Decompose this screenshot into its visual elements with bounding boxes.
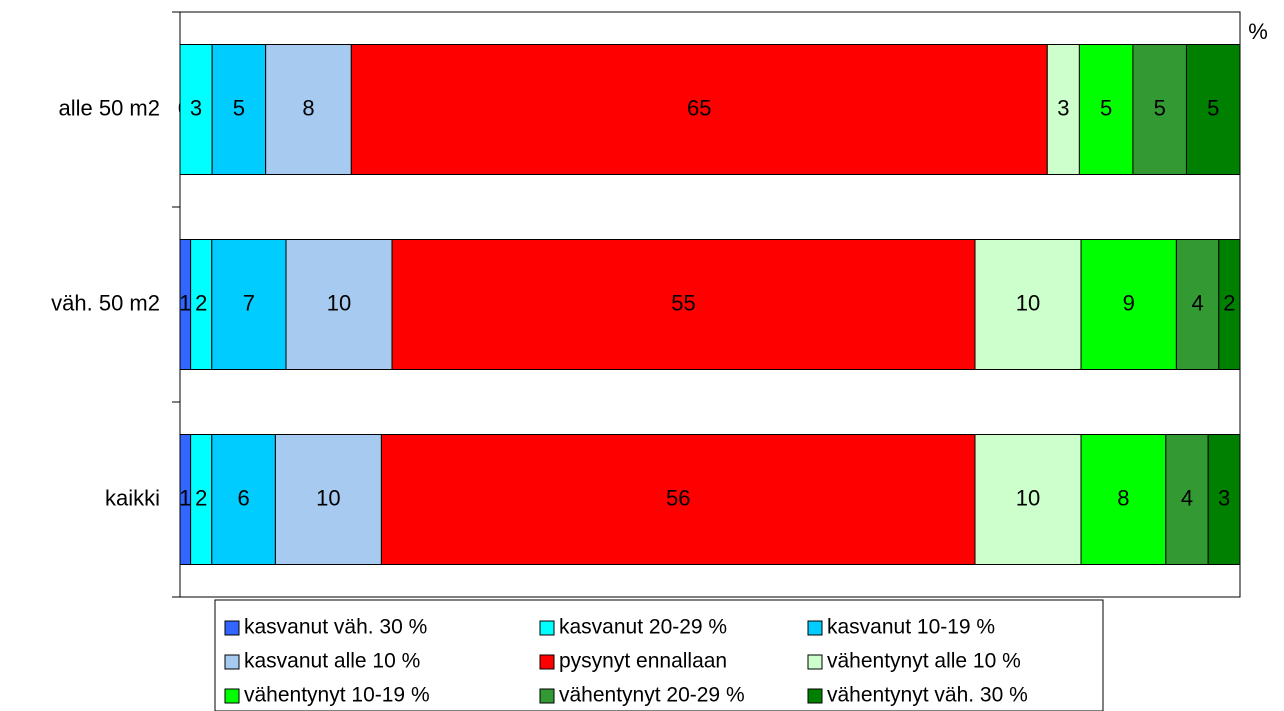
bar-segment (974, 434, 1082, 565)
value-label: 3 (1057, 95, 1069, 120)
bar-segment (265, 44, 352, 175)
value-label: 55 (671, 290, 695, 315)
value-label: 10 (316, 485, 340, 510)
legend-swatch (224, 620, 240, 636)
category-label: alle 50 m2 (58, 95, 160, 120)
legend-swatch (539, 654, 555, 670)
value-label: 9 (1123, 290, 1135, 315)
bar-segment (1185, 44, 1241, 175)
bar-segment (179, 44, 213, 175)
value-label: 1 (179, 485, 191, 510)
value-label: 1 (179, 290, 191, 315)
legend-label: kasvanut alle 10 % (244, 650, 420, 673)
value-label: 7 (243, 290, 255, 315)
legend-swatch (807, 654, 823, 670)
value-label: 8 (1117, 485, 1129, 510)
value-label: 56 (666, 485, 690, 510)
legend-label: vähentynyt alle 10 % (827, 650, 1021, 673)
value-label: 6 (237, 485, 249, 510)
legend-items: kasvanut väh. 30 % kasvanut 20-29 % kasvan… (224, 616, 1028, 707)
bar-segment (1218, 239, 1241, 370)
value-label: 4 (1181, 485, 1193, 510)
value-label: 4 (1191, 290, 1203, 315)
bar-segment (211, 239, 287, 370)
legend-swatch (539, 688, 555, 704)
legend-label: vähentynyt väh. 30 % (827, 684, 1028, 707)
bar-segment (1080, 239, 1177, 370)
legend-label: kasvanut väh. 30 % (244, 616, 427, 639)
bar-segment (350, 44, 1048, 175)
legend-swatch (224, 654, 240, 670)
legend-label: vähentynyt 20-29 % (559, 684, 745, 707)
value-label: 5 (1154, 95, 1166, 120)
value-label: 3 (1218, 485, 1230, 510)
bar-segment (1080, 434, 1167, 565)
category-label: kaikki (105, 485, 160, 510)
legend-swatch (807, 620, 823, 636)
bar-segment (1132, 44, 1187, 175)
value-label: 3 (190, 95, 202, 120)
legend-swatch (224, 688, 240, 704)
legend-swatch (807, 688, 823, 704)
legend-label: kasvanut 10-19 % (827, 616, 995, 639)
legend-label: vähentynyt 10-19 % (244, 684, 430, 707)
value-label: 65 (687, 95, 711, 120)
bar-segment (1175, 239, 1220, 370)
value-label: 10 (1016, 485, 1040, 510)
value-label: 2 (1223, 290, 1235, 315)
legend (214, 599, 1104, 711)
value-label: 5 (1100, 95, 1112, 120)
value-label: 2 (195, 485, 207, 510)
value-label: 8 (302, 95, 314, 120)
legend-swatch (539, 620, 555, 636)
bar-segment (274, 434, 382, 565)
bar-segment (1078, 44, 1134, 175)
bar-segment (211, 434, 276, 565)
legend-label: pysynyt ennallaan (559, 650, 727, 673)
bar-segment (380, 434, 976, 565)
value-label: 10 (1016, 290, 1040, 315)
value-label: 5 (233, 95, 245, 120)
value-label: 5 (1207, 95, 1219, 120)
bar-segment (1207, 434, 1241, 565)
bar-segment (391, 239, 976, 370)
bar-segment (285, 239, 393, 370)
legend-label: kasvanut 20-29 % (559, 616, 727, 639)
category-label: väh. 50 m2 (51, 290, 160, 315)
bar-segment (1165, 434, 1209, 565)
value-label: 10 (327, 290, 351, 315)
value-label: 2 (195, 290, 207, 315)
bar-segment (974, 239, 1082, 370)
axis-label: % (1248, 19, 1268, 44)
bar-segment (1046, 44, 1080, 175)
